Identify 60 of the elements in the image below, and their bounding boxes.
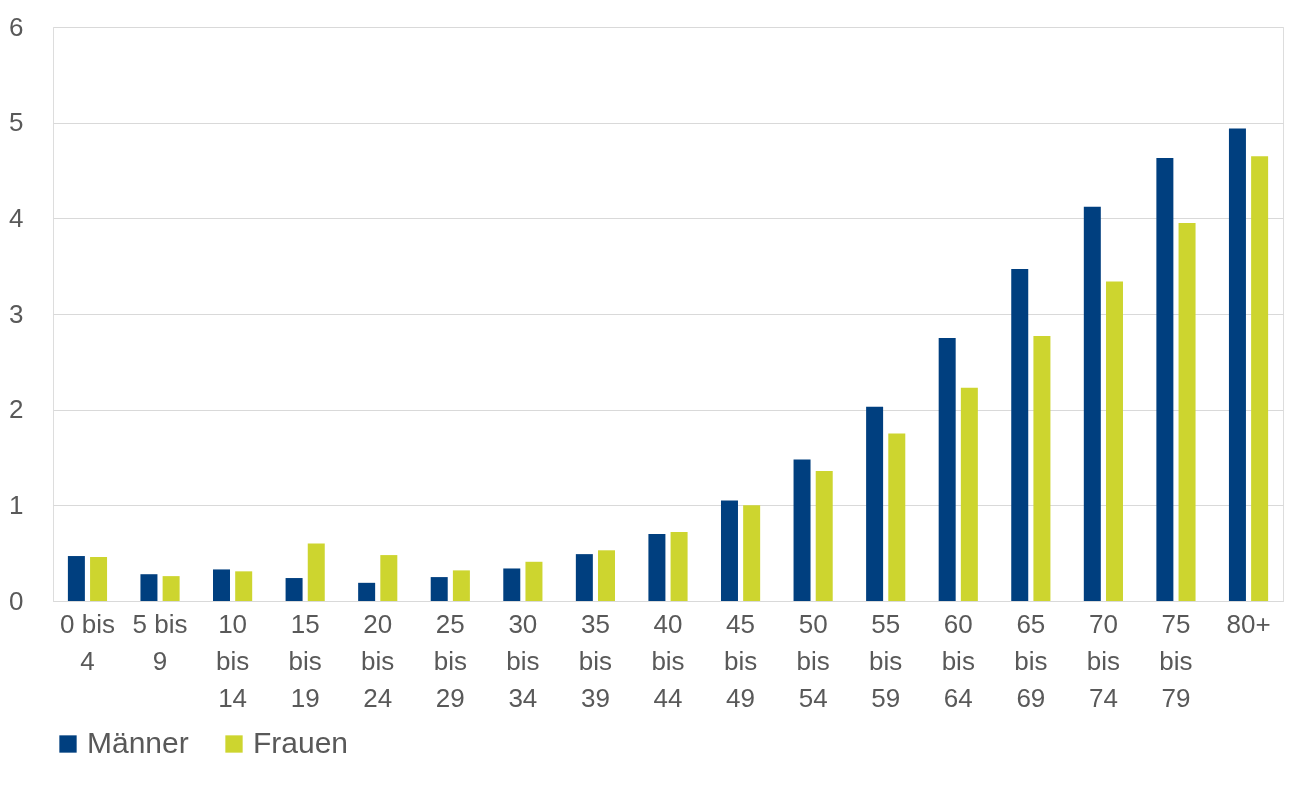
bar [525, 561, 543, 601]
bar [430, 577, 448, 601]
bar [285, 578, 303, 601]
legend-label: Männer [87, 726, 189, 759]
bar [358, 582, 376, 601]
bar [598, 550, 616, 601]
x-tick-label: 45 bis 49 [723, 608, 758, 713]
bar [1011, 269, 1029, 601]
x-tick-label: 80+ [1226, 608, 1271, 639]
x-tick-label: 20 bis 24 [361, 608, 395, 713]
x-tick-label: 10 bis 14 [215, 608, 250, 713]
x-tick-label: 60 bis 64 [941, 608, 975, 713]
bar [815, 470, 833, 601]
x-tick-label: 30 bis 34 [506, 608, 540, 713]
x-tick-label: 40 bis 44 [651, 608, 685, 713]
bar [1156, 158, 1174, 601]
x-tick-label: 15 bis 19 [288, 608, 322, 713]
bar [90, 556, 108, 601]
bar [960, 387, 978, 601]
y-tick-label: 4 [9, 202, 24, 233]
y-tick-label: 3 [9, 298, 24, 329]
bar [575, 554, 593, 601]
y-tick-label: 6 [9, 11, 24, 42]
bar [67, 556, 85, 601]
bar [235, 571, 253, 601]
bar [162, 576, 180, 601]
y-tick-label: 0 [9, 585, 24, 616]
bar [866, 406, 884, 601]
bar [720, 500, 738, 601]
x-tick-label: 0 bis 4 [60, 608, 115, 676]
x-tick-label: 75 bis 79 [1159, 608, 1193, 713]
bar [140, 574, 158, 601]
x-tick-label: 65 bis 69 [1014, 608, 1048, 713]
bar [938, 337, 956, 601]
bar [213, 569, 231, 601]
y-tick-label: 1 [9, 489, 24, 520]
x-tick-label: 70 bis 74 [1086, 608, 1121, 713]
bar [1228, 128, 1246, 601]
bar [793, 459, 811, 601]
x-tick-label: 25 bis 29 [433, 608, 467, 713]
bar [648, 534, 666, 601]
bar [452, 570, 470, 601]
bar [1105, 281, 1123, 601]
bar [1083, 206, 1101, 601]
bar [888, 433, 906, 601]
x-tick-label: 35 bis 39 [578, 608, 613, 713]
bar [1178, 223, 1196, 601]
x-tick-label: 55 bis 59 [869, 608, 903, 713]
bar [670, 532, 688, 601]
bar [1033, 336, 1051, 601]
bar [743, 505, 761, 601]
bar [1251, 156, 1269, 601]
y-tick-label: 5 [9, 107, 24, 138]
y-tick-label: 2 [9, 394, 24, 425]
bar [307, 543, 325, 601]
x-tick-label: 50 bis 54 [796, 608, 830, 713]
bar [503, 568, 521, 601]
x-tick-label: 5 bis 9 [132, 608, 188, 676]
bar [380, 555, 398, 601]
legend-label: Frauen [253, 726, 349, 759]
